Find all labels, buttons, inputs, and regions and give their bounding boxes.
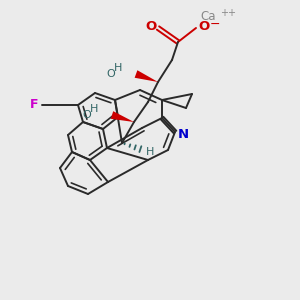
Text: H: H: [90, 104, 98, 114]
Polygon shape: [135, 70, 158, 82]
Text: F: F: [30, 98, 38, 112]
Text: Ca: Ca: [200, 10, 216, 22]
Text: O: O: [82, 110, 91, 120]
Polygon shape: [111, 111, 134, 122]
Text: H: H: [114, 63, 122, 73]
Text: O: O: [198, 20, 210, 32]
Text: ++: ++: [220, 8, 236, 18]
Text: N: N: [177, 128, 189, 140]
Text: O: O: [146, 20, 157, 32]
Text: H: H: [146, 147, 154, 157]
Text: O: O: [106, 69, 116, 79]
Text: −: −: [210, 17, 220, 31]
